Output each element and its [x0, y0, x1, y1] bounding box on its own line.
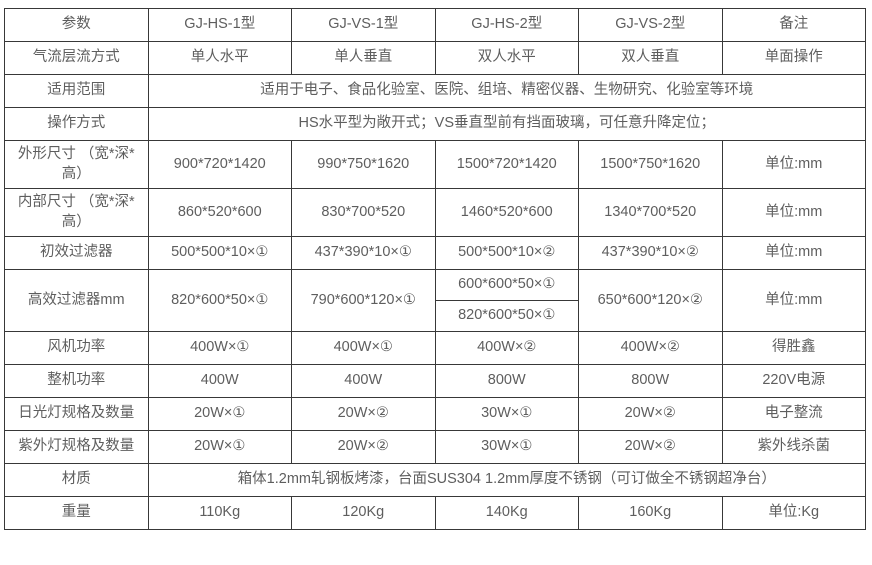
cell-weight-remark: 单位:Kg: [721, 496, 866, 530]
row-label-operation: 操作方式: [4, 107, 149, 141]
cell-fluorescent-hs2: 30W×①: [434, 397, 579, 431]
header-row: 参数 GJ-HS-1型 GJ-VS-1型 GJ-HS-2型 GJ-VS-2型 备…: [4, 8, 866, 42]
row-label-application: 适用范围: [4, 74, 149, 108]
cell-weight-hs2: 140Kg: [434, 496, 579, 530]
cell-uv-hs2: 30W×①: [434, 430, 579, 464]
cell-fan-power-vs2: 400W×②: [578, 331, 723, 365]
row-application: 适用范围 适用于电子、食品化验室、医院、组培、精密仪器、生物研究、化验室等环境: [4, 74, 866, 108]
header-model-hs1: GJ-HS-1型: [147, 8, 292, 42]
cell-fluorescent-vs1: 20W×②: [291, 397, 436, 431]
cell-application-span: 适用于电子、食品化验室、医院、组培、精密仪器、生物研究、化验室等环境: [147, 74, 866, 108]
row-label-fluorescent-lamp: 日光灯规格及数量: [4, 397, 149, 431]
cell-pre-filter-hs2: 500*500*10×②: [434, 236, 579, 270]
cell-operation-span: HS水平型为敞开式；VS垂直型前有挡面玻璃，可任意升降定位；: [147, 107, 866, 141]
cell-fan-power-vs1: 400W×①: [291, 331, 436, 365]
cell-total-power-hs2: 800W: [434, 364, 579, 398]
cell-inner-size-hs1: 860*520*600: [147, 188, 292, 237]
cell-airflow-vs2: 双人垂直: [578, 41, 723, 75]
cell-pre-filter-vs1: 437*390*10×①: [291, 236, 436, 270]
cell-fluorescent-hs1: 20W×①: [147, 397, 292, 431]
cell-airflow-hs1: 单人水平: [147, 41, 292, 75]
header-model-hs2: GJ-HS-2型: [434, 8, 579, 42]
cell-fluorescent-remark: 电子整流: [721, 397, 866, 431]
cell-hepa-hs1: 820*600*50×①: [147, 269, 292, 332]
cell-pre-filter-remark: 单位:mm: [721, 236, 866, 270]
row-material: 材质 箱体1.2mm轧钢板烤漆，台面SUS304 1.2mm厚度不锈钢（可订做全…: [4, 463, 866, 497]
cell-fan-power-hs1: 400W×①: [147, 331, 292, 365]
header-remark-label: 备注: [721, 8, 866, 42]
cell-inner-size-vs1: 830*700*520: [291, 188, 436, 237]
cell-hepa-hs2-top: 600*600*50×①: [434, 269, 579, 301]
row-label-outer-size: 外形尺寸 （宽*深*高）: [4, 140, 149, 189]
row-fluorescent-lamp: 日光灯规格及数量 20W×① 20W×② 30W×① 20W×② 电子整流: [4, 397, 866, 431]
header-param-label: 参数: [4, 8, 149, 42]
row-uv-lamp: 紫外灯规格及数量 20W×① 20W×② 30W×① 20W×② 紫外线杀菌: [4, 430, 866, 464]
cell-inner-size-vs2: 1340*700*520: [578, 188, 723, 237]
row-hepa-filter: 高效过滤器mm 820*600*50×① 790*600*120×① 600*6…: [4, 269, 866, 332]
cell-outer-size-hs2: 1500*720*1420: [434, 140, 579, 189]
cell-airflow-vs1: 单人垂直: [291, 41, 436, 75]
cell-inner-size-remark: 单位:mm: [721, 188, 866, 237]
cell-uv-vs2: 20W×②: [578, 430, 723, 464]
row-airflow: 气流层流方式 单人水平 单人垂直 双人水平 双人垂直 单面操作: [4, 41, 866, 75]
cell-inner-size-hs2: 1460*520*600: [434, 188, 579, 237]
row-label-uv-lamp: 紫外灯规格及数量: [4, 430, 149, 464]
row-weight: 重量 110Kg 120Kg 140Kg 160Kg 单位:Kg: [4, 496, 866, 530]
row-inner-size: 内部尺寸 （宽*深*高） 860*520*600 830*700*520 146…: [4, 188, 866, 237]
header-model-vs1: GJ-VS-1型: [291, 8, 436, 42]
cell-fan-power-hs2: 400W×②: [434, 331, 579, 365]
cell-weight-vs2: 160Kg: [578, 496, 723, 530]
row-pre-filter: 初效过滤器 500*500*10×① 437*390*10×① 500*500*…: [4, 236, 866, 270]
cell-pre-filter-hs1: 500*500*10×①: [147, 236, 292, 270]
cell-hepa-vs2: 650*600*120×②: [578, 269, 723, 332]
row-label-fan-power: 风机功率: [4, 331, 149, 365]
cell-uv-hs1: 20W×①: [147, 430, 292, 464]
cell-outer-size-remark: 单位:mm: [721, 140, 866, 189]
cell-uv-remark: 紫外线杀菌: [721, 430, 866, 464]
row-label-hepa-filter: 高效过滤器mm: [4, 269, 149, 332]
cell-weight-vs1: 120Kg: [291, 496, 436, 530]
row-label-total-power: 整机功率: [4, 364, 149, 398]
cell-hepa-hs2-bottom: 820*600*50×①: [434, 300, 579, 332]
row-hepa-filter-sub: 820*600*50×①: [5, 300, 866, 332]
cell-total-power-remark: 220V电源: [721, 364, 866, 398]
header-model-vs2: GJ-VS-2型: [578, 8, 723, 42]
cell-total-power-vs2: 800W: [578, 364, 723, 398]
cell-outer-size-vs2: 1500*750*1620: [578, 140, 723, 189]
row-label-airflow: 气流层流方式: [4, 41, 149, 75]
cell-fan-power-remark: 得胜鑫: [721, 331, 866, 365]
row-outer-size: 外形尺寸 （宽*深*高） 900*720*1420 990*750*1620 1…: [4, 140, 866, 189]
cell-uv-vs1: 20W×②: [291, 430, 436, 464]
cell-fluorescent-vs2: 20W×②: [578, 397, 723, 431]
row-label-pre-filter: 初效过滤器: [4, 236, 149, 270]
cell-total-power-vs1: 400W: [291, 364, 436, 398]
cell-airflow-remark: 单面操作: [721, 41, 866, 75]
cell-airflow-hs2: 双人水平: [434, 41, 579, 75]
cell-hepa-remark: 单位:mm: [721, 269, 866, 332]
cell-outer-size-hs1: 900*720*1420: [147, 140, 292, 189]
product-spec-table: 参数 GJ-HS-1型 GJ-VS-1型 GJ-HS-2型 GJ-VS-2型 备…: [4, 8, 866, 530]
cell-material-span: 箱体1.2mm轧钢板烤漆，台面SUS304 1.2mm厚度不锈钢（可订做全不锈钢…: [147, 463, 866, 497]
cell-outer-size-vs1: 990*750*1620: [291, 140, 436, 189]
row-label-inner-size: 内部尺寸 （宽*深*高）: [4, 188, 149, 237]
cell-hepa-vs1: 790*600*120×①: [291, 269, 436, 332]
row-total-power: 整机功率 400W 400W 800W 800W 220V电源: [4, 364, 866, 398]
spec-sheet-page: 参数 GJ-HS-1型 GJ-VS-1型 GJ-HS-2型 GJ-VS-2型 备…: [4, 8, 866, 530]
cell-pre-filter-vs2: 437*390*10×②: [578, 236, 723, 270]
cell-total-power-hs1: 400W: [147, 364, 292, 398]
row-fan-power: 风机功率 400W×① 400W×① 400W×② 400W×② 得胜鑫: [4, 331, 866, 365]
row-label-weight: 重量: [4, 496, 149, 530]
cell-weight-hs1: 110Kg: [147, 496, 292, 530]
row-label-material: 材质: [4, 463, 149, 497]
row-operation: 操作方式 HS水平型为敞开式；VS垂直型前有挡面玻璃，可任意升降定位；: [4, 107, 866, 141]
